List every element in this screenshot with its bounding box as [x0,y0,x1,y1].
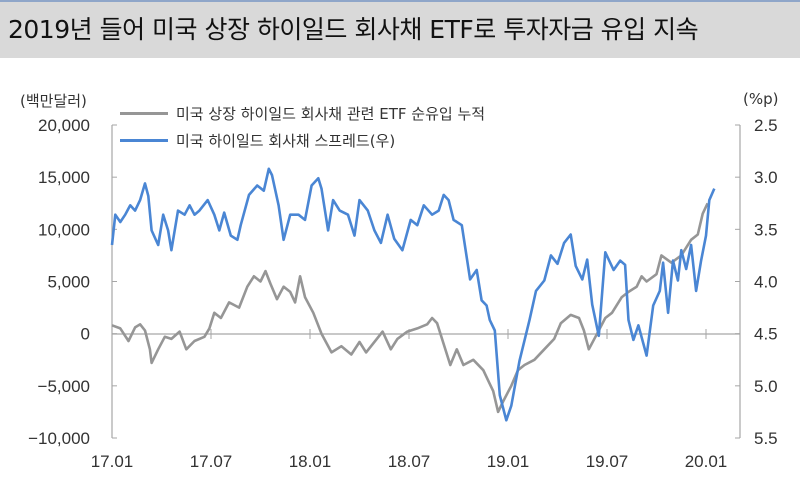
x-tick-label: 17.01 [91,452,134,471]
right-tick-label: 3.0 [754,168,778,187]
x-tick-label: 18.01 [289,452,332,471]
x-tick-label: 19.01 [487,452,530,471]
legend-item-spread: 미국 하이일드 회사채 스프레드(우) [120,127,485,154]
left-tick-label: 15,000 [38,168,90,187]
legend-swatch-etf [120,112,168,115]
left-tick-label: 10,000 [38,220,90,239]
spread-line [110,167,716,422]
title-bar: 2019년 들어 미국 상장 하이일드 회사채 ETF로 투자자금 유입 지속 [0,0,800,58]
legend-item-etf: 미국 상장 하이일드 회사채 관련 ETF 순유입 누적 [120,100,485,127]
left-tick-label: 0 [81,325,90,344]
series-lines [110,167,716,422]
legend-label-etf: 미국 상장 하이일드 회사채 관련 ETF 순유입 누적 [176,105,486,123]
left-tick-label: −10,000 [28,429,90,448]
right-tick-label: 5.0 [754,377,778,396]
etf-flow-line [111,202,709,414]
right-tick-label: 4.5 [754,325,778,344]
right-tick-label: 4.0 [754,273,778,292]
x-tick-label: 18.07 [388,452,431,471]
left-axis-unit: (백만달러) [20,92,87,110]
legend-swatch-spread [120,139,168,142]
left-tick-label: 20,000 [38,116,90,135]
right-tick-label: 5.5 [754,429,778,448]
legend-label-spread: 미국 하이일드 회사채 스프레드(우) [176,132,396,150]
x-tick-label: 17.07 [190,452,233,471]
left-tick-label: −5,000 [38,377,90,396]
right-tick-label: 2.5 [754,116,778,135]
right-axis-unit: (%p) [743,90,779,108]
chart-title: 2019년 들어 미국 상장 하이일드 회사채 ETF로 투자자금 유입 지속 [8,15,699,44]
x-tick-label: 20.01 [685,452,728,471]
left-tick-label: 5,000 [47,273,90,292]
x-tick-label: 19.07 [586,452,629,471]
right-tick-label: 3.5 [754,220,778,239]
legend: 미국 상장 하이일드 회사채 관련 ETF 순유입 누적 미국 하이일드 회사채… [120,100,485,154]
line-chart: 20,000 15,000 10,000 5,000 0 −5,000 −10,000 2.5… [28,116,778,471]
